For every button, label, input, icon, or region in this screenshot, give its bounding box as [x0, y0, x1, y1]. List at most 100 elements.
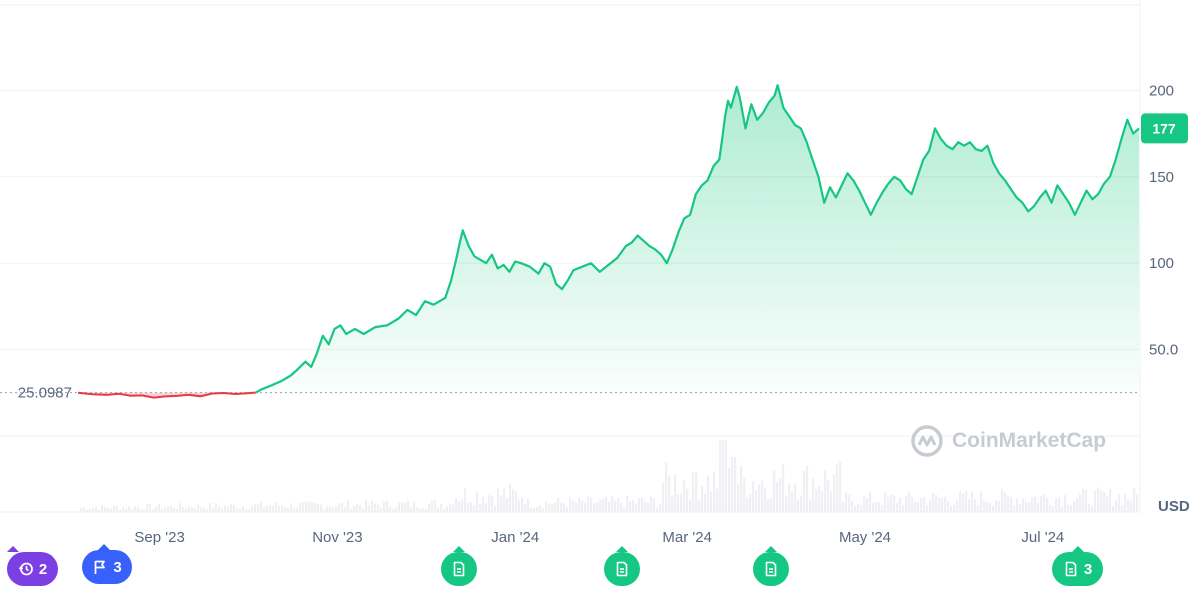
news-marker-jan[interactable] — [441, 546, 477, 586]
volume-bar — [530, 507, 533, 512]
volume-bar — [1103, 492, 1106, 512]
volume-bar — [974, 499, 977, 512]
volume-bar — [101, 505, 104, 512]
volume-bar — [686, 488, 689, 512]
volume-bar — [779, 478, 782, 512]
volume-bar — [173, 508, 176, 512]
volume-bar — [521, 497, 524, 512]
volume-bar — [299, 503, 302, 512]
volume-bar — [1037, 502, 1040, 512]
volume-bar — [185, 508, 188, 512]
volume-bars — [80, 440, 1139, 512]
volume-bar — [209, 503, 212, 512]
volume-bar — [860, 505, 863, 512]
volume-bar — [440, 503, 443, 512]
volume-bar — [728, 468, 731, 512]
volume-bar — [617, 497, 620, 512]
volume-bar — [506, 498, 509, 512]
volume-bar — [107, 507, 110, 512]
volume-bar — [584, 502, 587, 512]
volume-bar — [194, 508, 197, 512]
news-marker-jul[interactable]: 3 — [1052, 546, 1103, 586]
volume-bar — [767, 499, 770, 512]
volume-bar — [935, 494, 938, 512]
volume-bar — [401, 502, 404, 512]
volume-bar — [710, 491, 713, 512]
volume-bar — [749, 494, 752, 512]
volume-bar — [458, 500, 461, 512]
volume-bar — [731, 457, 734, 512]
x-axis-ticks: Sep '23 Nov '23 Jan '24 Mar '24 May '24 Jul '… — [134, 529, 1064, 546]
volume-bar — [518, 499, 521, 512]
volume-bar — [335, 505, 338, 512]
volume-bar — [1025, 501, 1028, 512]
volume-bar — [641, 498, 644, 512]
volume-bar — [917, 501, 920, 512]
volume-bar — [548, 503, 551, 512]
volume-bar — [701, 485, 704, 512]
y-axis-ticks: 200 150 100 50.0 — [1149, 82, 1178, 358]
volume-bar — [1106, 495, 1109, 512]
volume-bar — [713, 471, 716, 512]
news-marker-feb[interactable] — [604, 546, 640, 586]
volume-bar — [134, 506, 137, 512]
volume-bar — [227, 506, 230, 512]
volume-bar — [317, 503, 320, 512]
history-marker[interactable]: 2 — [7, 546, 58, 586]
volume-bar — [557, 497, 560, 512]
volume-bar — [1022, 498, 1025, 512]
volume-bar — [455, 498, 458, 512]
volume-bar — [122, 507, 125, 512]
volume-bar — [677, 494, 680, 512]
volume-bar — [755, 490, 758, 512]
volume-bar — [980, 491, 983, 512]
volume-bar — [746, 497, 749, 512]
volume-bar — [1115, 500, 1118, 512]
volume-bar — [680, 493, 683, 512]
price-line-down — [77, 391, 256, 399]
volume-bar — [1130, 500, 1133, 512]
volume-bar — [902, 505, 905, 512]
volume-bar — [326, 506, 329, 512]
volume-bar — [359, 505, 362, 512]
volume-bar — [179, 503, 182, 512]
volume-bar — [113, 505, 116, 512]
flag-marker[interactable]: 3 — [82, 544, 132, 584]
volume-bar — [647, 502, 650, 512]
volume-bar — [155, 507, 158, 512]
volume-bar — [569, 497, 572, 512]
volume-bar — [851, 500, 854, 512]
volume-bar — [254, 504, 257, 512]
volume-bar — [788, 484, 791, 512]
volume-bar — [515, 491, 518, 512]
volume-bar — [1091, 506, 1094, 512]
document-icon — [453, 561, 465, 577]
volume-bar — [1136, 494, 1139, 512]
news-marker-apr[interactable] — [753, 546, 789, 586]
volume-bar — [794, 484, 797, 512]
volume-bar — [287, 507, 290, 512]
volume-bar — [329, 506, 332, 512]
volume-bar — [716, 488, 719, 512]
history-marker-count: 2 — [38, 560, 48, 578]
volume-bar — [629, 501, 632, 512]
volume-bar — [1061, 506, 1064, 512]
volume-bar — [773, 470, 776, 512]
volume-bar — [836, 464, 839, 512]
volume-bar — [797, 499, 800, 512]
volume-bar — [1031, 497, 1034, 512]
currency-label: USD — [1158, 498, 1190, 515]
volume-bar — [740, 465, 743, 512]
volume-bar — [1010, 497, 1013, 512]
volume-bar — [125, 508, 128, 512]
volume-bar — [929, 500, 932, 512]
volume-bar — [443, 508, 446, 512]
volume-bar — [872, 502, 875, 512]
volume-bar — [827, 480, 830, 512]
volume-bar — [200, 507, 203, 512]
volume-bar — [221, 508, 224, 512]
volume-bar — [449, 503, 452, 512]
volume-bar — [461, 499, 464, 512]
x-tick-label: May '24 — [839, 529, 891, 546]
volume-bar — [92, 507, 95, 512]
